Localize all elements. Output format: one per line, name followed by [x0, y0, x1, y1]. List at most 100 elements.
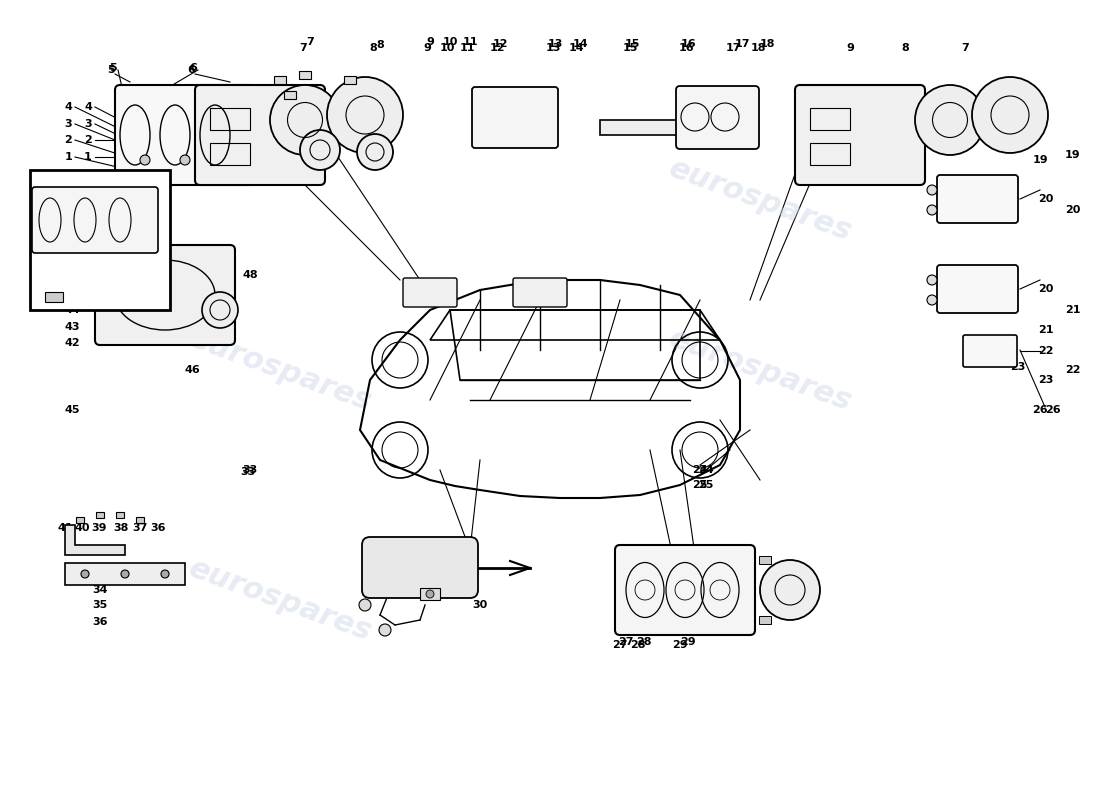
Text: 35: 35 — [92, 600, 108, 610]
Circle shape — [927, 185, 937, 195]
Circle shape — [161, 570, 169, 578]
Bar — [65, 563, 185, 585]
Text: 41: 41 — [57, 523, 73, 533]
Text: 15: 15 — [625, 39, 640, 49]
Text: 25: 25 — [692, 480, 707, 490]
Text: 7: 7 — [299, 43, 307, 53]
FancyBboxPatch shape — [116, 85, 255, 185]
Text: eurospares: eurospares — [185, 323, 375, 417]
Text: 40: 40 — [75, 523, 90, 533]
Circle shape — [972, 77, 1048, 153]
Text: 23: 23 — [1038, 375, 1054, 385]
Circle shape — [927, 205, 937, 215]
Text: eurospares: eurospares — [664, 154, 856, 246]
Text: 42: 42 — [65, 338, 80, 348]
Bar — [600, 120, 700, 135]
Text: 13: 13 — [548, 39, 563, 49]
Text: 43: 43 — [65, 322, 80, 332]
Text: 36: 36 — [151, 523, 166, 533]
Text: 1: 1 — [64, 152, 72, 162]
Text: 6: 6 — [187, 65, 195, 75]
Text: 44: 44 — [64, 305, 80, 315]
Circle shape — [915, 85, 984, 155]
Text: 27: 27 — [613, 640, 628, 650]
Text: 16: 16 — [679, 43, 694, 53]
Text: 45: 45 — [65, 405, 80, 415]
Text: 32: 32 — [372, 555, 387, 565]
Circle shape — [81, 570, 89, 578]
Bar — [116, 512, 124, 518]
Text: 30: 30 — [472, 600, 487, 610]
Text: 21: 21 — [1065, 305, 1080, 315]
Text: 28: 28 — [636, 637, 651, 647]
Bar — [274, 76, 286, 84]
Circle shape — [379, 624, 390, 636]
Bar — [210, 143, 250, 165]
Text: 29: 29 — [672, 640, 688, 650]
Text: 48: 48 — [242, 270, 258, 280]
Text: 5: 5 — [108, 65, 115, 75]
Text: 10: 10 — [442, 37, 458, 47]
Text: eurospares: eurospares — [185, 554, 375, 646]
Text: 23: 23 — [1010, 362, 1025, 372]
Text: 24: 24 — [698, 465, 714, 475]
Text: eurospares: eurospares — [664, 323, 856, 417]
Text: 15: 15 — [623, 43, 638, 53]
Circle shape — [359, 599, 371, 611]
Circle shape — [300, 130, 340, 170]
Text: 46: 46 — [185, 365, 200, 375]
Text: 3: 3 — [65, 119, 72, 129]
Circle shape — [327, 77, 403, 153]
Text: 35: 35 — [128, 575, 143, 585]
Bar — [210, 108, 250, 130]
Bar — [136, 517, 144, 523]
Circle shape — [121, 570, 129, 578]
Bar — [76, 517, 84, 523]
FancyBboxPatch shape — [32, 187, 158, 253]
Text: 9: 9 — [846, 43, 854, 53]
Circle shape — [140, 155, 150, 165]
Text: Ver. 71-96: Ver. 71-96 — [68, 177, 132, 187]
Text: 4: 4 — [84, 102, 92, 112]
Bar — [810, 108, 850, 130]
FancyBboxPatch shape — [676, 86, 759, 149]
Text: 20: 20 — [1038, 194, 1054, 204]
Text: 2: 2 — [84, 135, 92, 145]
Text: 7: 7 — [961, 43, 969, 53]
FancyBboxPatch shape — [362, 537, 478, 598]
Text: 47: 47 — [154, 285, 170, 295]
Circle shape — [426, 590, 434, 598]
Bar — [420, 588, 440, 600]
Text: 4: 4 — [64, 102, 72, 112]
FancyBboxPatch shape — [95, 245, 235, 345]
FancyBboxPatch shape — [195, 85, 324, 185]
Text: 20: 20 — [1038, 284, 1054, 294]
Circle shape — [270, 85, 340, 155]
FancyBboxPatch shape — [615, 545, 755, 635]
Text: 8: 8 — [376, 40, 384, 50]
Text: 38: 38 — [113, 523, 129, 533]
Polygon shape — [65, 525, 125, 555]
Text: 7: 7 — [306, 37, 313, 47]
Bar — [284, 91, 296, 99]
Text: 33: 33 — [242, 465, 257, 475]
Text: 34: 34 — [108, 575, 123, 585]
Circle shape — [927, 295, 937, 305]
Text: 31: 31 — [448, 580, 463, 590]
Text: 25: 25 — [698, 480, 714, 490]
Text: 36: 36 — [92, 617, 108, 627]
Text: 2: 2 — [64, 135, 72, 145]
Text: 33: 33 — [241, 467, 255, 477]
Circle shape — [180, 155, 190, 165]
FancyBboxPatch shape — [937, 175, 1018, 223]
Text: 12: 12 — [490, 43, 505, 53]
FancyBboxPatch shape — [472, 87, 558, 148]
Text: 17: 17 — [725, 43, 740, 53]
Bar — [759, 556, 771, 564]
Text: 14: 14 — [572, 39, 587, 49]
FancyBboxPatch shape — [962, 335, 1018, 367]
Text: 28: 28 — [630, 640, 646, 650]
Text: 24: 24 — [692, 465, 707, 475]
Bar — [759, 616, 771, 624]
Text: 5: 5 — [109, 63, 117, 73]
